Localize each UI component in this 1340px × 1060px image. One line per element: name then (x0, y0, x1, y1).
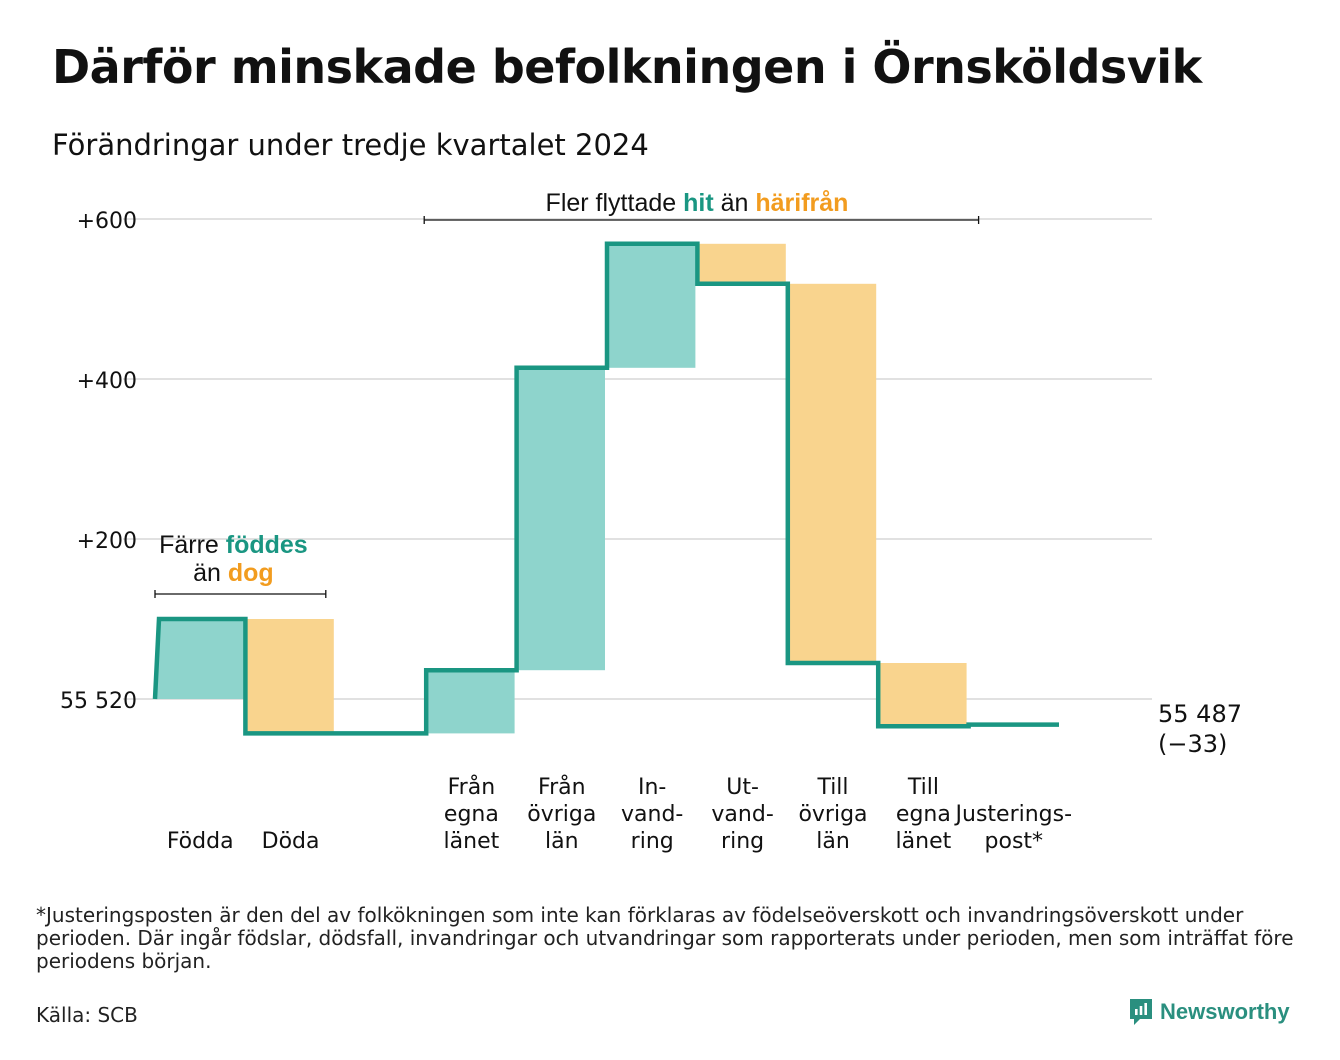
newsworthy-logo-icon (1130, 999, 1152, 1025)
brand-name: Newsworthy (1160, 999, 1290, 1024)
outflow-bar (789, 283, 877, 663)
births-annotation-line1: Färre föddes (159, 531, 308, 559)
category-label: Från (538, 774, 586, 800)
category-label: Födda (167, 829, 234, 854)
category-label: övriga (527, 802, 596, 827)
category-label: län (545, 829, 579, 854)
migration-annotation-part: Fler flyttade (546, 189, 684, 217)
category-label: egna (896, 802, 951, 827)
category-label: ring (721, 829, 764, 854)
births-annotation-line1-part: föddes (226, 531, 308, 559)
end-change-label: (−33) (1158, 730, 1227, 758)
inflow-bar (518, 367, 605, 671)
category-label: Från (448, 774, 496, 800)
births-annotation-line2-part: dog (228, 559, 274, 587)
inflow-bar (609, 243, 696, 368)
category-label: Justerings- (954, 802, 1073, 827)
category-label: länet (896, 829, 952, 854)
migration-annotation: Fler flyttade hit än härifrån (546, 189, 849, 217)
category-label: ring (631, 829, 674, 854)
y-tick-label: +600 (77, 209, 137, 234)
end-value-label: 55 487 (1158, 700, 1242, 728)
category-label: länet (444, 829, 500, 854)
category-label: övriga (798, 802, 867, 827)
category-label: post* (985, 829, 1044, 854)
brand: Newsworthy (1128, 997, 1290, 1027)
migration-annotation-part: härifrån (755, 189, 848, 217)
source-text: Källa: SCB (36, 1003, 138, 1027)
births-annotation-line2: än dog (193, 559, 274, 587)
category-label: vand- (711, 802, 773, 827)
y-tick-label: +200 (77, 529, 137, 554)
category-label: Till (907, 775, 939, 800)
population-step-line (152, 241, 1059, 736)
migration-annotation-part: hit (683, 189, 714, 217)
inflow-bar (428, 670, 515, 734)
outflow-bar (699, 243, 786, 284)
category-label: Ut- (726, 775, 759, 800)
outflow-bar (247, 619, 334, 734)
category-label: län (816, 829, 850, 854)
category-label: vand- (621, 802, 683, 827)
category-label: Till (816, 775, 848, 800)
y-tick-label: +400 (77, 369, 137, 394)
births-annotation-line1-part: Färre (159, 531, 226, 559)
chart-subtitle: Förändringar under tredje kvartalet 2024 (52, 128, 649, 162)
inflow-bar (157, 619, 244, 699)
outflow-bar (880, 663, 967, 727)
migration-annotation-part: än (714, 189, 756, 217)
births-annotation-line2-part: än (193, 559, 228, 587)
y-tick-label: 55 520 (60, 689, 137, 714)
chart-title: Därför minskade befolkningen i Örnskölds… (52, 40, 1202, 94)
category-label: Döda (262, 829, 320, 854)
category-label: In- (638, 775, 666, 800)
category-label: egna (444, 802, 499, 827)
footnote: *Justeringsposten är den del av folkökni… (36, 903, 1294, 973)
